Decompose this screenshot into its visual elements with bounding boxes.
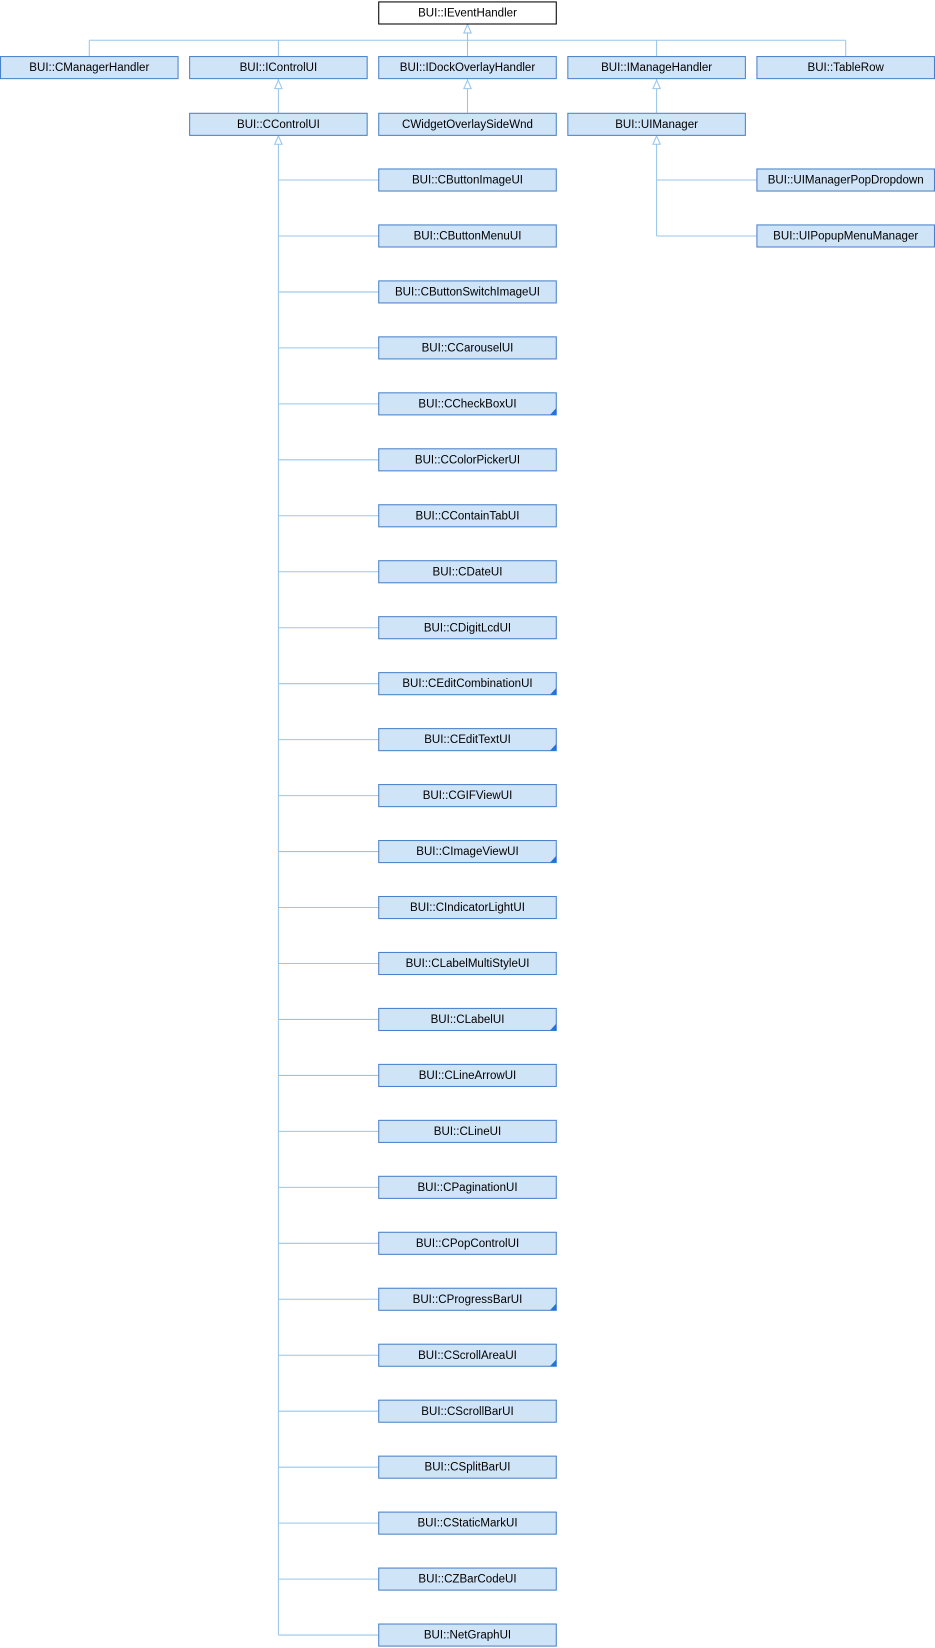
class-node [189,56,368,80]
node-label: BUI::CGIFViewUI [423,790,513,802]
class-node [567,112,746,136]
node-label: BUI::NetGraphUI [424,1630,511,1642]
more-marker [549,687,557,695]
node-label: BUI::CProgressBarUI [413,1294,523,1306]
more-marker [549,855,557,863]
more-marker [549,1303,557,1311]
node-label: BUI::CSplitBarUI [425,1462,511,1474]
node-label: BUI::CPopControlUI [416,1238,519,1250]
node-label: BUI::CStaticMarkUI [417,1518,517,1530]
node-label: BUI::CControlUI [237,119,320,131]
class-node [378,895,557,920]
arrowhead [652,134,662,145]
node-label: BUI::CIndicatorLightUI [410,902,525,914]
node-label: BUI::CButtonSwitchImageUI [395,287,540,299]
more-marker [549,408,557,415]
node-label: BUI::IDockOverlayHandler [400,62,536,74]
class-node [378,560,557,584]
node-label: BUI::CScrollAreaUI [418,1350,517,1362]
more-marker [549,743,557,751]
class-node [378,784,557,808]
node-label: BUI::CCheckBoxUI [418,398,516,410]
node-label: BUI::CManagerHandler [29,62,149,74]
node-label: BUI::IEventHandler [418,8,517,20]
arrowhead [273,134,283,145]
class-node [378,392,557,416]
class-node [756,56,935,80]
class-node [378,336,557,360]
class-node [378,951,557,976]
arrowhead [463,78,472,90]
node-label: BUI::CEditCombinationUI [402,678,532,690]
class-node [0,56,179,80]
class-node [378,1175,557,1199]
node-label: BUI::CLabelMultiStyleUI [406,958,530,970]
class-node [378,112,557,136]
class-node [756,224,935,248]
more-marker [549,1023,557,1031]
arrowhead [463,23,472,34]
class-node [378,280,557,304]
class-node [378,616,557,640]
node-label: BUI::UIPopupMenuManager [773,231,918,243]
class-node [378,1231,557,1255]
node-label: BUI::CButtonMenuUI [414,231,522,243]
node-label: BUI::CZBarCodeUI [418,1574,516,1586]
class-node [378,168,557,192]
node-label: BUI::CButtonImageUI [412,175,523,187]
arrowhead [273,78,283,90]
class-node [567,56,746,80]
node-label: BUI::CLineArrowUI [419,1070,517,1082]
class-node [378,672,557,696]
node-label: BUI::CScrollBarUI [421,1406,513,1418]
node-label: BUI::CLineUI [434,1126,501,1138]
node-label: BUI::CDigitLcdUI [424,622,511,634]
class-node [378,1343,557,1367]
class-node [378,728,557,752]
class-node [189,112,368,136]
class-node [378,1287,557,1311]
class-node [378,1119,557,1143]
class-node [378,1567,557,1591]
class-node [378,1399,557,1423]
class-node [756,168,935,192]
class-node [378,56,557,80]
class-node [378,840,557,864]
node-label: BUI::CColorPickerUI [415,454,520,466]
class-node [378,1511,557,1535]
node-label: BUI::CPaginationUI [417,1182,517,1194]
class-node [378,224,557,248]
node-label: BUI::CLabelUI [431,1014,505,1026]
arrowhead [652,78,662,90]
class-node [378,504,557,528]
root-node [378,1,557,25]
class-node [378,448,557,472]
node-label: BUI::CContainTabUI [416,510,520,522]
node-label: BUI::TableRow [808,62,885,74]
class-node [378,1007,557,1032]
node-label: BUI::CDateUI [433,566,503,578]
node-label: BUI::CCarouselUI [422,342,514,354]
class-node [378,1455,557,1479]
class-node [378,1623,557,1647]
node-label: BUI::UIManager [615,119,698,131]
node-label: BUI::CImageViewUI [416,846,518,858]
class-node [378,1063,557,1087]
node-label: BUI::UIManagerPopDropdown [768,175,924,187]
node-label: BUI::CEditTextUI [424,734,511,746]
node-label: BUI::IControlUI [240,62,318,74]
node-label: BUI::IManageHandler [601,62,712,74]
node-label: CWidgetOverlaySideWnd [402,119,533,131]
